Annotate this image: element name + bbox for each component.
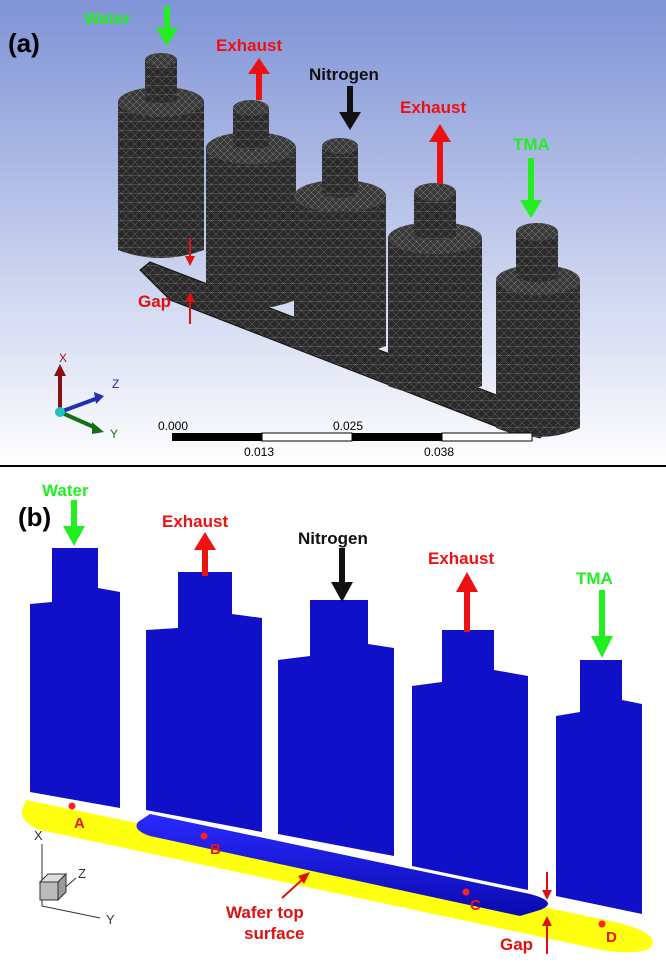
axis-x-label-b: X bbox=[34, 828, 43, 843]
water-inlet-arrow-a bbox=[156, 6, 178, 46]
point-d-marker bbox=[598, 920, 606, 928]
water-inlet-arrow-b bbox=[63, 500, 85, 546]
panel-a-label: (a) bbox=[8, 28, 40, 58]
axis-y-label-a: Y bbox=[110, 427, 118, 441]
tma-label-a: TMA bbox=[513, 135, 550, 154]
exhaust-label-b-1: Exhaust bbox=[162, 512, 228, 531]
domain-column-water bbox=[30, 548, 120, 808]
exhaust-arrow-a-1 bbox=[248, 58, 270, 100]
scale-tick-013: 0.013 bbox=[244, 445, 274, 459]
domain-column-nitrogen bbox=[278, 600, 394, 856]
axis-z-label-b: Z bbox=[78, 866, 86, 881]
gap-arrows-a bbox=[185, 238, 195, 324]
tma-inlet-arrow-b bbox=[591, 590, 613, 658]
water-label-b: Water bbox=[42, 481, 89, 500]
point-a-marker bbox=[68, 802, 76, 810]
point-c-label: C bbox=[470, 897, 481, 914]
axis-triad-b bbox=[38, 844, 101, 919]
water-label-a: Water bbox=[84, 9, 131, 28]
point-b-label: B bbox=[210, 841, 221, 858]
domain-column-tma bbox=[556, 660, 642, 914]
mesh-cylinder-tma bbox=[496, 223, 580, 437]
nitrogen-label-a: Nitrogen bbox=[309, 65, 379, 84]
domain-column-exhaust-1 bbox=[146, 572, 262, 832]
panel-b-label: (b) bbox=[18, 502, 51, 532]
exhaust-label-a-2: Exhaust bbox=[400, 98, 466, 117]
wafer-label-line1: Wafer top bbox=[226, 903, 304, 922]
exhaust-arrow-b-2 bbox=[456, 572, 478, 632]
scale-bar bbox=[172, 432, 533, 442]
wafer-label-line2: surface bbox=[244, 924, 304, 943]
point-c-marker bbox=[462, 888, 470, 896]
gap-label-a: Gap bbox=[138, 292, 171, 311]
point-a-label: A bbox=[74, 815, 85, 832]
axis-y-label-b: Y bbox=[106, 912, 115, 927]
point-b-marker bbox=[200, 832, 208, 840]
exhaust-label-b-2: Exhaust bbox=[428, 549, 494, 568]
nitrogen-label-b: Nitrogen bbox=[298, 529, 368, 548]
panel-a: (a) bbox=[0, 0, 666, 467]
exhaust-label-a-1: Exhaust bbox=[216, 36, 282, 55]
scale-tick-025: 0.025 bbox=[333, 419, 363, 433]
mesh-cylinder-exhaust-1 bbox=[206, 100, 296, 309]
mesh-cylinder-nitrogen bbox=[294, 138, 386, 355]
scale-tick-0: 0.000 bbox=[158, 419, 188, 433]
panel-b: (b) Water Exhaust Nitrogen bbox=[18, 481, 653, 954]
exhaust-arrow-b-1 bbox=[194, 532, 216, 576]
tma-inlet-arrow-a bbox=[520, 158, 542, 218]
gap-arrows-b bbox=[542, 872, 552, 954]
gap-label-b: Gap bbox=[500, 935, 533, 954]
axis-triad-a bbox=[54, 364, 104, 434]
nitrogen-arrow-a bbox=[339, 86, 361, 130]
nitrogen-arrow-b bbox=[331, 548, 353, 602]
domain-column-exhaust-2 bbox=[412, 630, 528, 890]
mesh-cylinder-water bbox=[118, 53, 204, 258]
wafer-surface-arrow bbox=[281, 872, 310, 899]
exhaust-arrow-a-2 bbox=[429, 124, 451, 184]
wafer-top-surface-region bbox=[136, 814, 548, 916]
axis-x-label-a: X bbox=[59, 351, 67, 365]
mesh-cylinder-exhaust-2 bbox=[388, 183, 482, 395]
axis-z-label-a: Z bbox=[112, 377, 119, 391]
scale-tick-038: 0.038 bbox=[424, 445, 454, 459]
tma-label-b: TMA bbox=[576, 569, 613, 588]
point-d-label: D bbox=[606, 929, 617, 946]
